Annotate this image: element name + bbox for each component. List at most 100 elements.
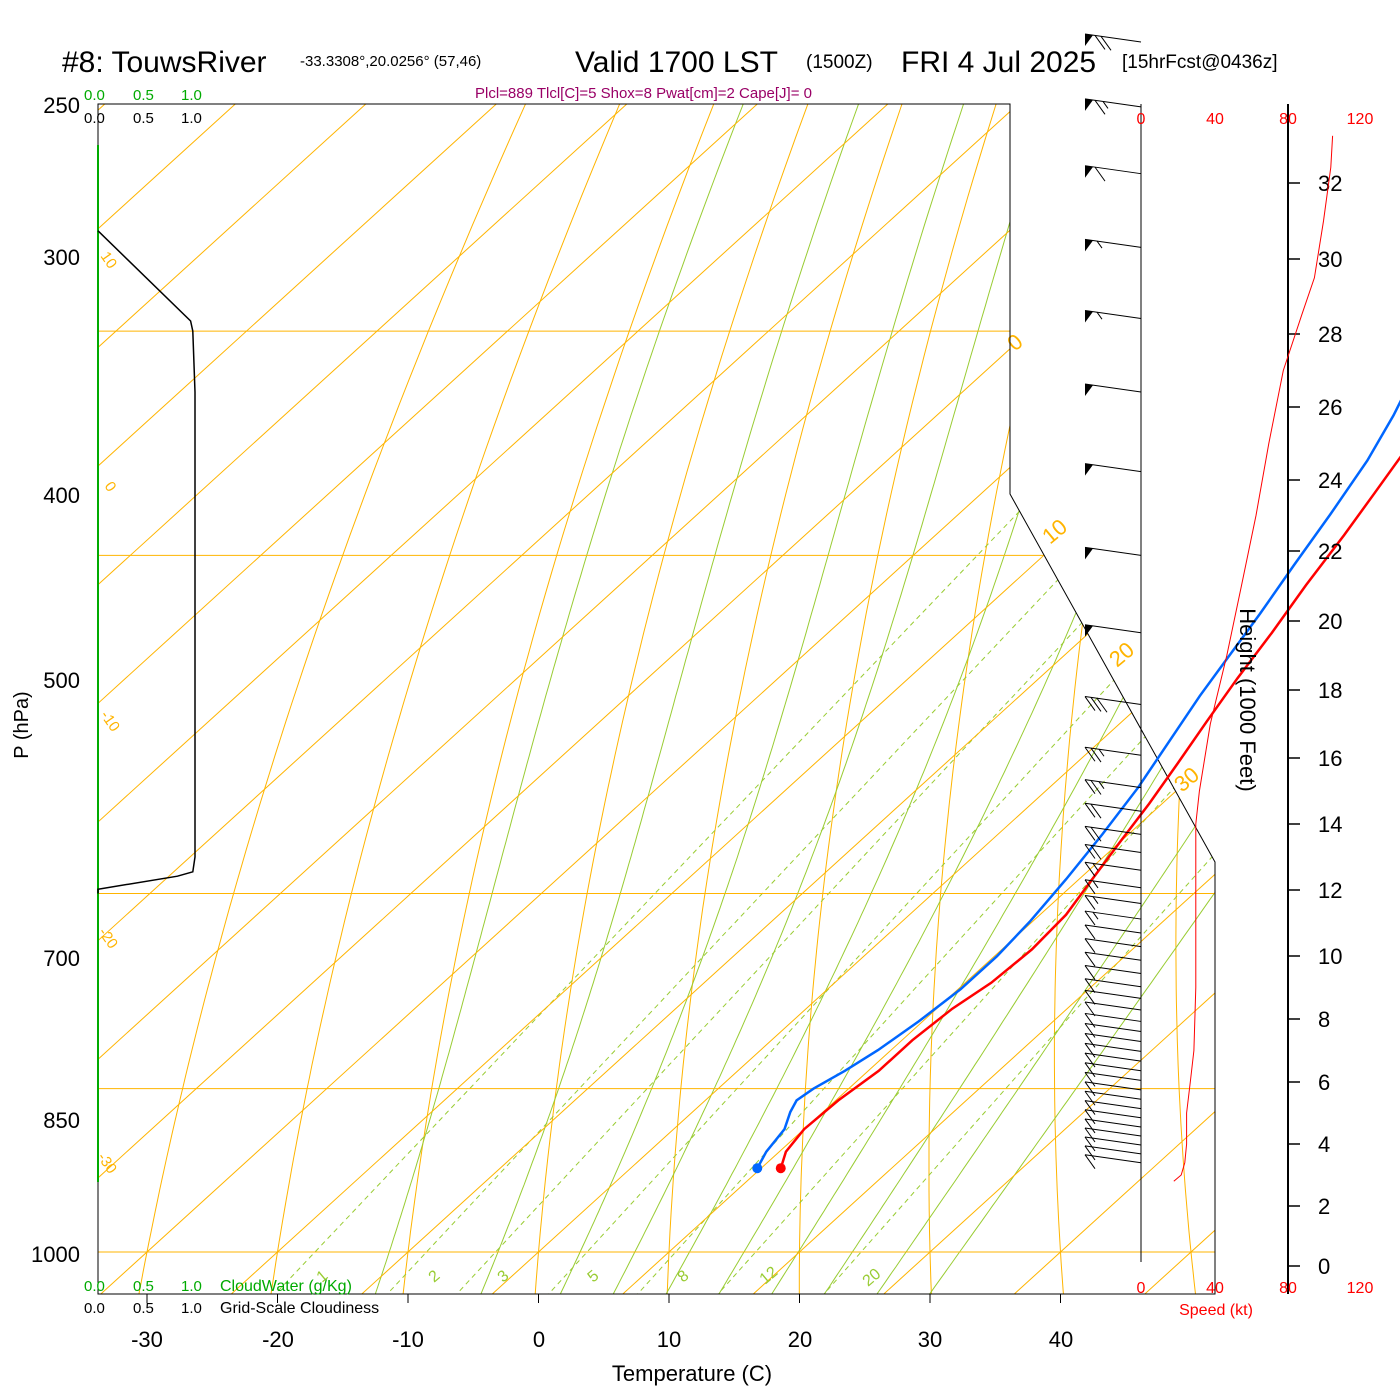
- wind-barb-half-tick: [1092, 911, 1099, 920]
- wind-barb-tick: [1084, 1127, 1096, 1143]
- dry-adiabat: [798, 104, 1168, 1294]
- cloudwater-tick: 0.5: [133, 1278, 154, 1295]
- pressure-tick: 250: [43, 93, 80, 118]
- wind-barb-tick: [1084, 826, 1096, 841]
- wind-barb-flag: [1085, 310, 1093, 323]
- surface-temperature-point: [775, 1163, 786, 1174]
- wind-barb: [1084, 910, 1142, 926]
- isotherm: [98, 104, 753, 1294]
- cloudwater-tick: 0.5: [133, 87, 154, 104]
- wind-barb-flag: [1085, 384, 1093, 397]
- wind-barb: [1084, 546, 1142, 560]
- station-title: #8: TouwsRiver: [62, 46, 267, 79]
- wind-barb: [1084, 938, 1142, 953]
- pressure-tick: 700: [43, 946, 80, 971]
- valid-time: Valid 1700 LST: [575, 46, 778, 79]
- isotherm: [98, 104, 1215, 1294]
- wind-barb-tick: [1084, 1043, 1096, 1058]
- cloudwater-tick: 1.0: [181, 1278, 202, 1295]
- wind-barb-tick: [1084, 746, 1096, 762]
- mixing-ratio-label: 5: [585, 1267, 603, 1286]
- wind-barb-staff: [1084, 938, 1142, 948]
- wind-barb: [1084, 879, 1142, 895]
- wind-barb-staff: [1084, 1012, 1142, 1022]
- isotherm: [98, 104, 1215, 1294]
- wind-barb-half-tick: [1098, 748, 1105, 757]
- wind-barb-tick: [1090, 826, 1102, 842]
- cloudwater-tick: 0.0: [84, 1278, 105, 1295]
- temperature-tick: 0: [533, 1327, 545, 1352]
- wind-barb-tick: [1084, 879, 1096, 895]
- dry-adiabats: [135, 104, 1215, 1294]
- moist-adiabat: [865, 104, 1215, 1294]
- cloudiness-label: Grid-Scale Cloudiness: [220, 1300, 379, 1317]
- dry-adiabat: [666, 104, 1086, 1294]
- isotherm-label: -10: [97, 708, 123, 736]
- pressure-axis: 250 300 400 500 700 850 1000 P (hPa): [11, 93, 80, 1267]
- moist-adiabat: [473, 104, 1051, 1294]
- isotherm-label: 10: [1037, 514, 1072, 549]
- dry-adiabat: [400, 104, 921, 1294]
- wind-barb: [1084, 951, 1142, 967]
- moist-adiabat: [812, 104, 1215, 1294]
- moist-adiabat: [760, 104, 1215, 1294]
- wind-barb-staff: [1084, 1090, 1142, 1100]
- moist-adiabat: [917, 104, 1215, 1294]
- wind-barb-flag: [1085, 547, 1093, 560]
- wind-barb-flag: [1085, 34, 1093, 47]
- dry-adiabat: [135, 104, 757, 1294]
- wind-barb-tick: [1090, 697, 1102, 712]
- wind-barb: [1084, 895, 1142, 910]
- isotherm: [98, 104, 1215, 1294]
- wind-barb-staff: [1084, 1032, 1142, 1042]
- dewpoint-profile: [756, 399, 1400, 1169]
- wind-barbs: [1084, 33, 1142, 1170]
- wind-barb-staff: [1084, 861, 1142, 871]
- speed-tick: 120: [1347, 111, 1374, 128]
- wind-barb-staff: [1084, 383, 1142, 393]
- height-tick: 30: [1318, 247, 1342, 272]
- wind-barb: [1084, 1012, 1142, 1028]
- wind-speed-profile: [1173, 135, 1334, 1182]
- pressure-tick: 1000: [31, 1242, 80, 1267]
- wind-barb-tick: [1090, 803, 1102, 819]
- cloudiness-tick: 1.0: [181, 110, 202, 127]
- wind-barb: [1084, 1023, 1142, 1038]
- grid-labels: 10 0 -10 -20 -30 0 10 20 30 1 2 3 5 8 12…: [94, 249, 1204, 1291]
- wind-barb-tick: [1084, 924, 1096, 940]
- wind-barb-tick: [1096, 697, 1108, 713]
- wind-barb: [1084, 165, 1142, 182]
- forecast-info: [15hrFcst@0436z]: [1122, 52, 1278, 73]
- temperature-tick: -10: [392, 1327, 424, 1352]
- wind-barb-tick: [1084, 1090, 1096, 1106]
- wind-barb-half-tick: [1096, 311, 1103, 320]
- wind-barb-staff: [1084, 98, 1142, 108]
- mixing-ratio-line: [622, 330, 1215, 1294]
- speed-tick: 80: [1279, 1280, 1297, 1297]
- wind-barb-tick: [1084, 1154, 1096, 1170]
- height-tick: 4: [1318, 1132, 1330, 1157]
- wind-barb-staff: [1084, 825, 1142, 835]
- height-tick: 20: [1318, 609, 1342, 634]
- height-tick: 18: [1318, 678, 1342, 703]
- wind-barb-staff: [1084, 238, 1142, 248]
- isotherm: [995, 104, 1215, 1294]
- wind-barb-flag: [1085, 165, 1093, 178]
- wind-barb: [1084, 1062, 1142, 1078]
- station-coords: -33.3308°,20.0256° (57,46): [300, 53, 481, 70]
- wind-barb-tick: [1084, 1072, 1096, 1087]
- valid-date: FRI 4 Jul 2025: [901, 46, 1096, 79]
- wind-barb-half-tick: [1096, 240, 1103, 249]
- wind-barb: [1084, 965, 1142, 980]
- moist-adiabat: [708, 104, 1215, 1294]
- wind-barb-tick: [1100, 36, 1112, 51]
- wind-barb-staff: [1084, 33, 1142, 43]
- isotherm-label: 10: [97, 249, 120, 272]
- wind-barb-half-tick: [1092, 880, 1099, 889]
- wind-barb-tick: [1094, 166, 1106, 182]
- isotherm: [865, 104, 1215, 1294]
- wind-barb: [1084, 383, 1142, 397]
- wind-barb-staff: [1084, 951, 1142, 961]
- wind-barb-staff: [1084, 844, 1142, 854]
